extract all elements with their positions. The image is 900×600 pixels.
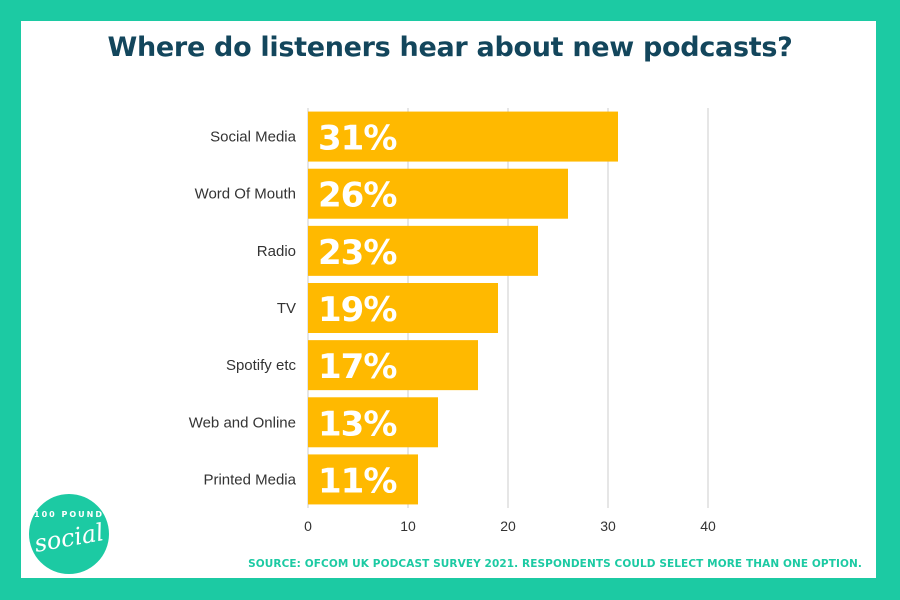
bar xyxy=(308,397,438,448)
bar xyxy=(308,454,418,505)
value-label: 31% xyxy=(318,119,396,159)
category-label: TV xyxy=(277,300,296,317)
bar xyxy=(308,340,478,391)
value-label: 19% xyxy=(318,290,396,330)
category-label: Spotify etc xyxy=(226,357,297,374)
x-tick-label: 30 xyxy=(600,518,616,534)
chart-title: Where do listeners hear about new podcas… xyxy=(107,32,793,63)
value-label: 17% xyxy=(318,347,396,387)
logo-word: social xyxy=(32,518,106,558)
value-label: 26% xyxy=(318,176,396,216)
logo: 100 POUND social xyxy=(29,494,109,574)
x-tick-label: 0 xyxy=(304,518,312,534)
x-tick-label: 10 xyxy=(400,518,416,534)
logo-top-text: 100 POUND xyxy=(34,510,104,519)
bar xyxy=(308,283,498,333)
value-label: 11% xyxy=(318,461,396,501)
category-label: Radio xyxy=(257,243,296,260)
category-label: Word Of Mouth xyxy=(195,186,296,203)
bar xyxy=(308,225,538,276)
x-tick-label: 20 xyxy=(500,518,516,534)
value-labels: 31% 26% 23% 19% 17% 13% 11% xyxy=(318,119,397,502)
value-label: 23% xyxy=(318,233,396,273)
source-note: SOURCE: OFCOM UK PODCAST SURVEY 2021. RE… xyxy=(248,558,862,570)
bars xyxy=(308,111,618,505)
category-label: Web and Online xyxy=(189,414,296,431)
category-label: Printed Media xyxy=(203,471,296,488)
x-tick-label: 40 xyxy=(700,518,716,534)
category-label: Social Media xyxy=(210,129,297,146)
x-axis-ticks: 0 10 20 30 40 xyxy=(304,518,716,534)
bar xyxy=(308,168,568,219)
category-labels: Social Media Word Of Mouth Radio TV Spotify … xyxy=(189,129,297,489)
bar xyxy=(308,111,618,162)
value-label: 13% xyxy=(318,404,396,444)
